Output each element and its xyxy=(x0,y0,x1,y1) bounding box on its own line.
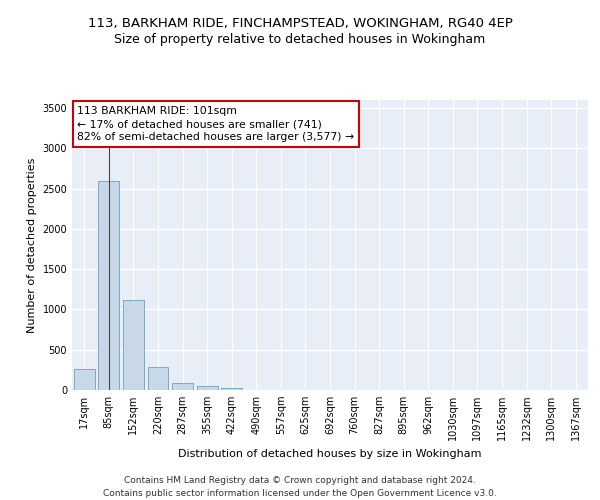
Bar xyxy=(197,386,218,390)
Bar xyxy=(74,368,95,390)
Y-axis label: Number of detached properties: Number of detached properties xyxy=(27,158,37,332)
Text: 113 BARKHAM RIDE: 101sqm
← 17% of detached houses are smaller (741)
82% of semi-: 113 BARKHAM RIDE: 101sqm ← 17% of detach… xyxy=(77,106,354,142)
Bar xyxy=(123,300,144,390)
Text: 113, BARKHAM RIDE, FINCHAMPSTEAD, WOKINGHAM, RG40 4EP: 113, BARKHAM RIDE, FINCHAMPSTEAD, WOKING… xyxy=(88,18,512,30)
Bar xyxy=(172,383,193,390)
Bar xyxy=(221,388,242,390)
Bar xyxy=(148,366,169,390)
X-axis label: Distribution of detached houses by size in Wokingham: Distribution of detached houses by size … xyxy=(178,448,482,458)
Text: Size of property relative to detached houses in Wokingham: Size of property relative to detached ho… xyxy=(115,32,485,46)
Bar xyxy=(98,180,119,390)
Text: Contains HM Land Registry data © Crown copyright and database right 2024.
Contai: Contains HM Land Registry data © Crown c… xyxy=(103,476,497,498)
